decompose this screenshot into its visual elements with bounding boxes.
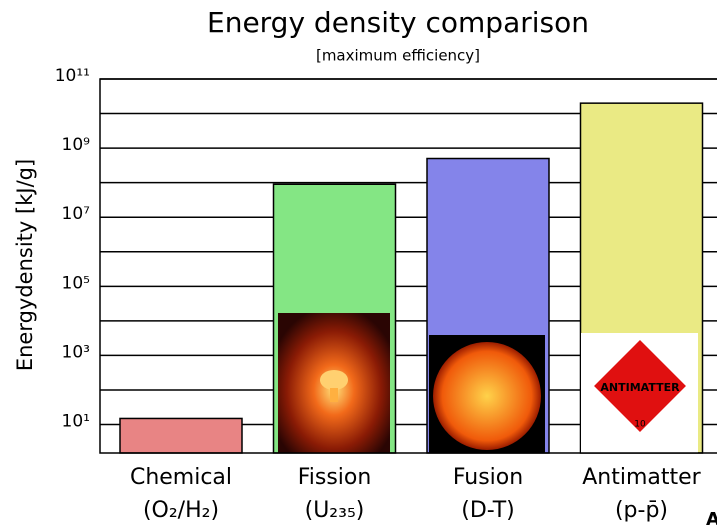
y-tick-label: 10¹ <box>62 412 90 432</box>
bar-group <box>119 417 243 454</box>
x-tick-sublabel: (p-p̄) <box>615 498 668 523</box>
bar-group: ANTIMATTER 10 <box>579 102 704 454</box>
hazard-number: 10 <box>634 420 646 430</box>
bar-group <box>426 157 550 454</box>
x-tick-sublabel: (U₂₃₅) <box>305 498 365 523</box>
x-tick-sublabel: (D-T) <box>461 498 514 523</box>
y-tick-label: 10⁷ <box>62 204 91 224</box>
x-tick-label: Chemical <box>130 465 232 490</box>
sun <box>433 342 541 450</box>
mushroom-stem <box>330 388 338 402</box>
y-tick-label: 10⁵ <box>62 273 90 293</box>
x-tick-label: Fission <box>298 465 372 490</box>
bar-group <box>272 183 397 454</box>
bar <box>119 417 243 454</box>
hazard-label: ANTIMATTER <box>600 381 680 394</box>
plot-frame <box>99 78 717 454</box>
chart-subtitle: [maximum efficiency] <box>316 47 480 65</box>
x-tick-label: Fusion <box>453 465 523 490</box>
chart-title: Energy density comparison <box>207 6 589 39</box>
y-tick-label: 10³ <box>62 342 90 362</box>
y-tick-label: 10¹¹ <box>55 66 90 86</box>
y-tick-label: 10⁹ <box>62 135 91 155</box>
mushroom-cloud <box>320 370 348 390</box>
hazard-diamond <box>589 335 691 437</box>
x-tick-sublabel: (O₂/H₂) <box>143 498 219 523</box>
x-tick-label: Antimatter <box>582 465 701 490</box>
corner-text: Al <box>706 509 717 529</box>
y-axis-label: Energydensity [kJ/g] <box>13 159 37 371</box>
